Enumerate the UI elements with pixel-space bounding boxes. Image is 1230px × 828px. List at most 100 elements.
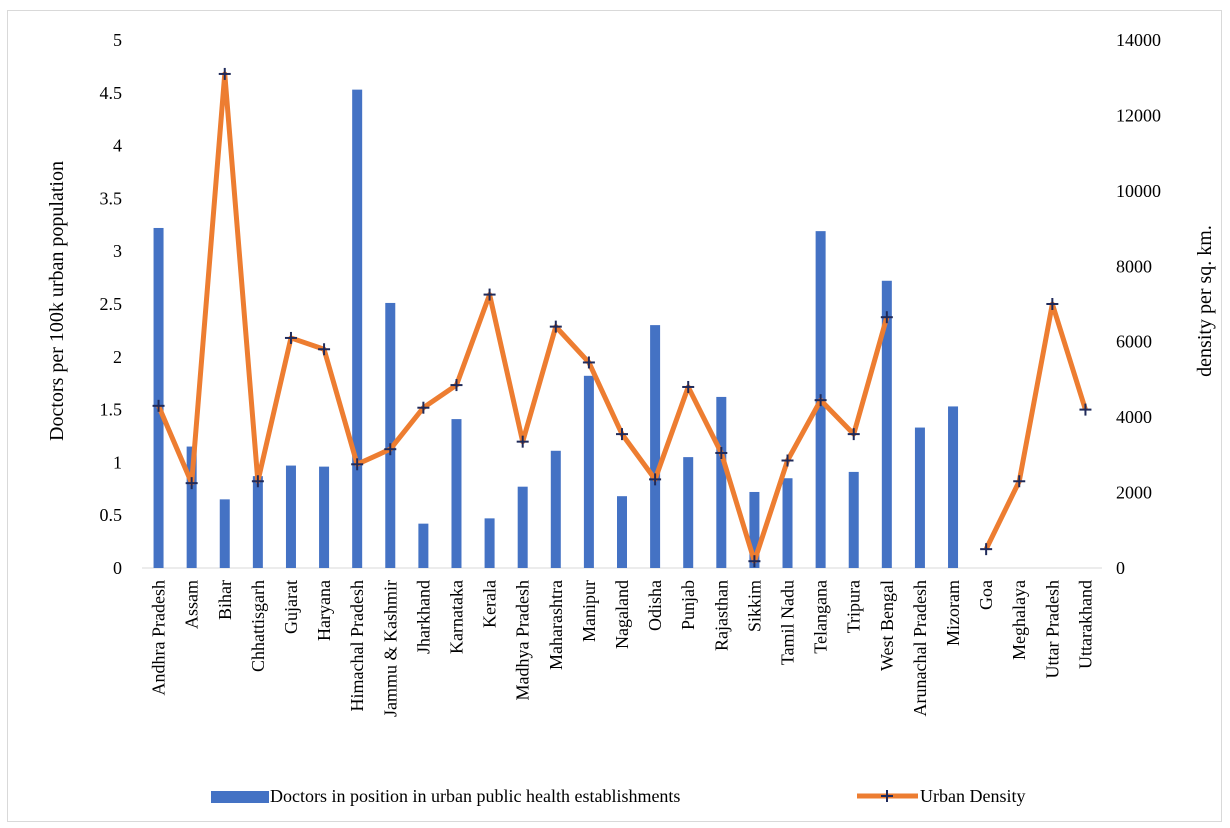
category-label: West Bengal [877, 580, 897, 671]
bar [683, 457, 694, 568]
category-label: Karnataka [446, 580, 466, 654]
bar [285, 465, 296, 568]
line-marker [616, 428, 628, 441]
density-line [983, 301, 1088, 551]
bar [252, 476, 263, 568]
category-label: Uttar Pradesh [1042, 580, 1062, 678]
y2-tick-label: 2000 [1116, 483, 1152, 503]
line-marker [880, 311, 893, 324]
line-marker [218, 67, 231, 80]
category-label: Haryana [314, 580, 334, 641]
bar [583, 375, 594, 568]
bar [881, 280, 892, 568]
line-marker [516, 435, 529, 448]
category-label: Manipur [579, 580, 599, 642]
category-label: Maharashtra [546, 580, 566, 670]
bar [617, 496, 627, 568]
y2-axis-title: density per sq. km. [1194, 225, 1216, 377]
line-marker [1013, 475, 1026, 488]
bar [948, 406, 959, 568]
bar [716, 396, 727, 568]
bar [749, 491, 760, 568]
bar [914, 427, 925, 568]
y-tick-label: 0 [113, 558, 122, 578]
chart-frame: 0 0.5 1 1.5 2 2.5 3 3.5 4 4.5 5 0 2000 4000 6000 8000 1… [7, 10, 1222, 822]
y-tick-label: 2.5 [100, 294, 123, 314]
bar [186, 446, 197, 568]
bar [484, 518, 495, 568]
line-marker [649, 473, 662, 486]
bar [352, 89, 363, 568]
y2-tick-label: 0 [1116, 558, 1125, 578]
line-marker [450, 379, 463, 392]
y2-tick-label: 8000 [1116, 256, 1152, 276]
left-axis-ticks: 0 0.5 1 1.5 2 2.5 3 3.5 4 4.5 5 [100, 30, 123, 578]
y-tick-label: 0.5 [100, 505, 123, 525]
line-marker [351, 458, 364, 471]
category-label: Nagaland [612, 580, 632, 649]
category-label: Arunachal Pradesh [910, 580, 930, 716]
line-marker [715, 446, 728, 459]
category-label: Kerala [480, 580, 500, 628]
category-label: Sikkim [744, 580, 764, 632]
category-label: Himachal Pradesh [347, 580, 367, 711]
bar [451, 419, 462, 568]
legend-bar-label: Doctors in position in urban public heal… [270, 786, 680, 806]
category-label: Telangana [811, 580, 831, 654]
category-label: Andhra Pradesh [149, 580, 169, 695]
category-label: Meghalaya [1009, 580, 1029, 660]
bar [782, 478, 793, 568]
category-label: Bihar [215, 580, 235, 620]
bar [153, 227, 164, 568]
bar [848, 471, 859, 568]
category-labels: Andhra Pradesh Assam Bihar Chhattisgarh Guja… [149, 580, 1096, 717]
line-marker [682, 380, 695, 393]
line-marker [185, 477, 198, 490]
y2-tick-label: 12000 [1116, 105, 1161, 125]
category-label: Madhya Pradesh [513, 580, 533, 700]
line-marker [549, 320, 562, 333]
line-marker [318, 343, 331, 356]
category-label: Chhattisgarh [248, 580, 268, 672]
line-marker [1046, 298, 1059, 310]
category-label: Tamil Nadu [778, 580, 798, 665]
line-marker [781, 454, 794, 467]
category-label: Mizoram [943, 580, 963, 646]
legend-bar-swatch [211, 791, 269, 803]
category-label: Rajasthan [711, 580, 731, 651]
y2-tick-label: 6000 [1116, 332, 1152, 352]
y-tick-label: 2 [113, 347, 122, 367]
category-label: Gujarat [281, 580, 301, 634]
category-label: Jammu & Kashmir [380, 580, 400, 717]
line-layer [152, 67, 1092, 568]
y-tick-label: 3 [113, 241, 122, 261]
legend-line-marker [881, 790, 893, 802]
y-tick-label: 4 [113, 136, 122, 156]
bar [517, 486, 528, 568]
line-marker [417, 401, 430, 414]
line-marker [384, 443, 397, 456]
legend-line-label: Urban Density [920, 786, 1025, 806]
line-marker [582, 356, 595, 369]
y-tick-label: 3.5 [100, 188, 123, 208]
line-marker [251, 475, 264, 488]
bar [550, 450, 561, 568]
category-label: Jharkhand [413, 580, 433, 654]
y-tick-label: 1.5 [100, 400, 123, 420]
line-marker [847, 428, 860, 441]
y2-tick-label: 4000 [1116, 407, 1152, 427]
category-label: Assam [182, 580, 202, 629]
bar [385, 302, 396, 568]
right-axis-ticks: 0 2000 4000 6000 8000 10000 12000 14000 [1116, 30, 1161, 578]
line-marker [980, 543, 993, 556]
y2-tick-label: 10000 [1116, 181, 1161, 201]
line-marker [152, 399, 165, 412]
bar [219, 499, 230, 568]
category-label: Punjab [678, 580, 698, 630]
y-tick-label: 1 [113, 452, 122, 472]
y2-tick-label: 14000 [1116, 30, 1161, 50]
line-marker [1079, 403, 1092, 416]
bar [319, 466, 330, 568]
category-label: Odisha [645, 580, 665, 631]
y-axis-title: Doctors per 100k urban population [46, 161, 68, 441]
